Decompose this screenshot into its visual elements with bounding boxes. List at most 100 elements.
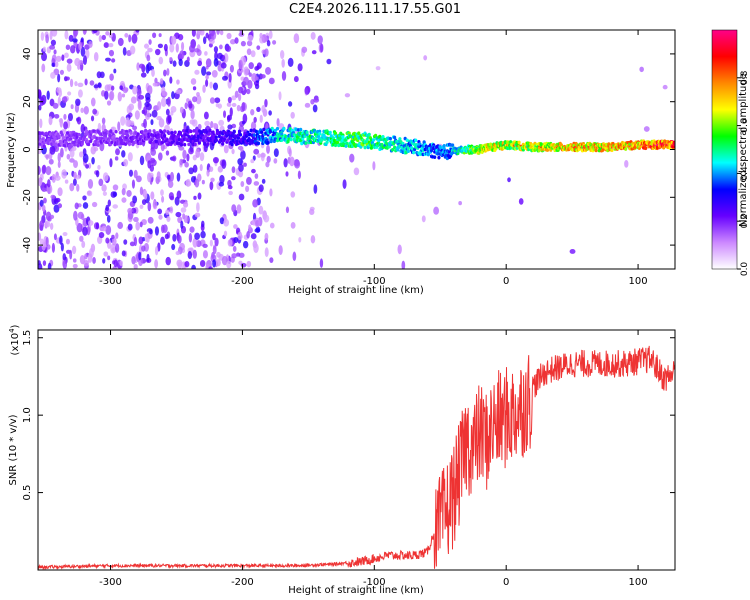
spectrogram-cell: [102, 257, 106, 264]
spectrogram-cell: [211, 251, 215, 259]
spectrogram-cell: [129, 120, 135, 126]
spectrogram-cell: [45, 34, 49, 44]
spectrogram-cell: [242, 113, 248, 124]
spectrogram-cell: [218, 119, 225, 127]
spectrogram-cell: [169, 195, 175, 201]
spectrogram-cell: [342, 179, 347, 189]
spectrogram-cell: [231, 204, 237, 213]
spectrogram-cell: [639, 66, 644, 73]
spectrogram-cell: [197, 60, 203, 67]
spectrogram-cell: [227, 124, 233, 130]
spectrogram-cell: [143, 106, 148, 116]
spectrogram-cell: [298, 236, 302, 243]
spectrogram-ridge-cell: [57, 134, 61, 139]
spectrogram-cell: [95, 222, 100, 230]
spectrogram-cell: [232, 245, 237, 252]
spectrogram-cell: [90, 97, 96, 107]
spectrogram-cell: [226, 260, 232, 269]
spectrogram-cell: [108, 32, 113, 39]
spectrogram-cell: [67, 91, 72, 96]
spectrogram-ridge-cell: [65, 131, 70, 135]
spectrogram-cell: [214, 237, 219, 247]
spectrogram-cell: [250, 109, 255, 116]
spectrogram-cell: [175, 211, 182, 218]
spectrogram-cell: [187, 251, 193, 260]
spectrogram-cell: [57, 73, 61, 83]
spectrogram-cell: [115, 148, 120, 156]
spectrogram-cell: [62, 232, 68, 237]
spectrogram-ridge-cell: [221, 142, 225, 146]
spectrogram-cell: [297, 170, 301, 180]
spectrogram-cell: [196, 202, 200, 213]
spectrogram-ridge-cell: [96, 140, 100, 145]
spectrogram-cell: [53, 49, 57, 55]
snr-y-tick: 0.5: [22, 485, 675, 501]
spectrogram-cell: [67, 112, 73, 122]
spectrogram-cell: [236, 104, 241, 112]
spectrogram-cell: [235, 252, 241, 257]
spectrogram-cell: [89, 80, 95, 86]
spectrogram-cell: [256, 62, 262, 69]
spectrogram-cell: [133, 216, 139, 223]
spectrogram-cell: [203, 111, 209, 120]
spectrogram-cell: [211, 69, 218, 78]
spectrogram-cell: [87, 253, 93, 263]
spectrogram-cell: [105, 237, 110, 244]
spectrogram-cell: [72, 263, 78, 269]
spectrogram-ridge-cell: [271, 133, 275, 137]
colorbar-tick: 0.4: [737, 166, 750, 181]
spectrogram-cell: [192, 86, 197, 91]
spectrogram-cell: [158, 33, 162, 38]
spectrogram-cell: [49, 30, 53, 41]
spectrogram-ridge-cell: [624, 147, 628, 151]
spectrogram-cell: [66, 153, 71, 160]
spectrogram-cell: [227, 185, 233, 190]
spectrogram-cell: [128, 34, 132, 43]
spectrogram-ridge-core: [520, 144, 522, 148]
spectrogram-cell: [38, 177, 43, 187]
spectrogram-cell: [202, 243, 208, 248]
spectrogram-cell: [160, 224, 165, 234]
spectrogram-cell: [112, 184, 119, 191]
spectrogram-cell: [48, 116, 53, 126]
spectrogram-cell: [196, 91, 200, 97]
spectrogram-cell: [272, 40, 277, 45]
spectrogram-cell: [188, 147, 194, 155]
spectrogram-cell: [139, 204, 144, 210]
spectrogram-cell: [213, 58, 219, 67]
spectrogram-cell: [179, 158, 184, 166]
spectrogram-cell: [205, 58, 212, 68]
spectrogram-cell: [250, 121, 257, 131]
spectrogram-cell: [59, 235, 63, 245]
spectrogram-cell: [281, 58, 285, 68]
spectrogram-cell: [662, 84, 668, 90]
spectrogram-cell: [91, 157, 95, 165]
spectrogram-ridge-cell: [69, 137, 73, 141]
spectrogram-cell: [119, 85, 123, 90]
spectrogram-ridge-cell: [157, 138, 161, 142]
spectrogram-cell: [78, 42, 83, 51]
spectrogram-cell: [73, 171, 77, 179]
spectrogram-cell: [212, 245, 217, 255]
spectrogram-cell: [66, 63, 72, 72]
spectrogram-ridge-cell: [148, 129, 152, 133]
spectrogram-cell: [154, 246, 159, 256]
spectrogram-cell: [208, 266, 213, 269]
spectrogram-cell: [401, 260, 406, 269]
spectrogram-cell: [59, 69, 65, 75]
spectrogram-ridge-cell: [193, 142, 197, 147]
spectrogram-cell: [210, 177, 215, 183]
spectrogram-cell: [80, 46, 86, 57]
spectrogram-cell: [290, 191, 296, 198]
spectrogram-ridge-cell: [480, 150, 484, 154]
spectrogram-x-tick-label: -100: [363, 276, 386, 287]
spectrogram-ridge-cell: [46, 137, 51, 142]
spectrogram-cell: [273, 158, 278, 164]
spectrogram-cell: [283, 158, 288, 168]
spectrogram-cell: [293, 76, 299, 83]
spectrogram-ridge-cell: [305, 130, 309, 135]
spectrogram-cell: [192, 237, 198, 248]
spectrogram-cell: [42, 260, 47, 266]
snr-scale-note: (x104): [8, 324, 21, 355]
